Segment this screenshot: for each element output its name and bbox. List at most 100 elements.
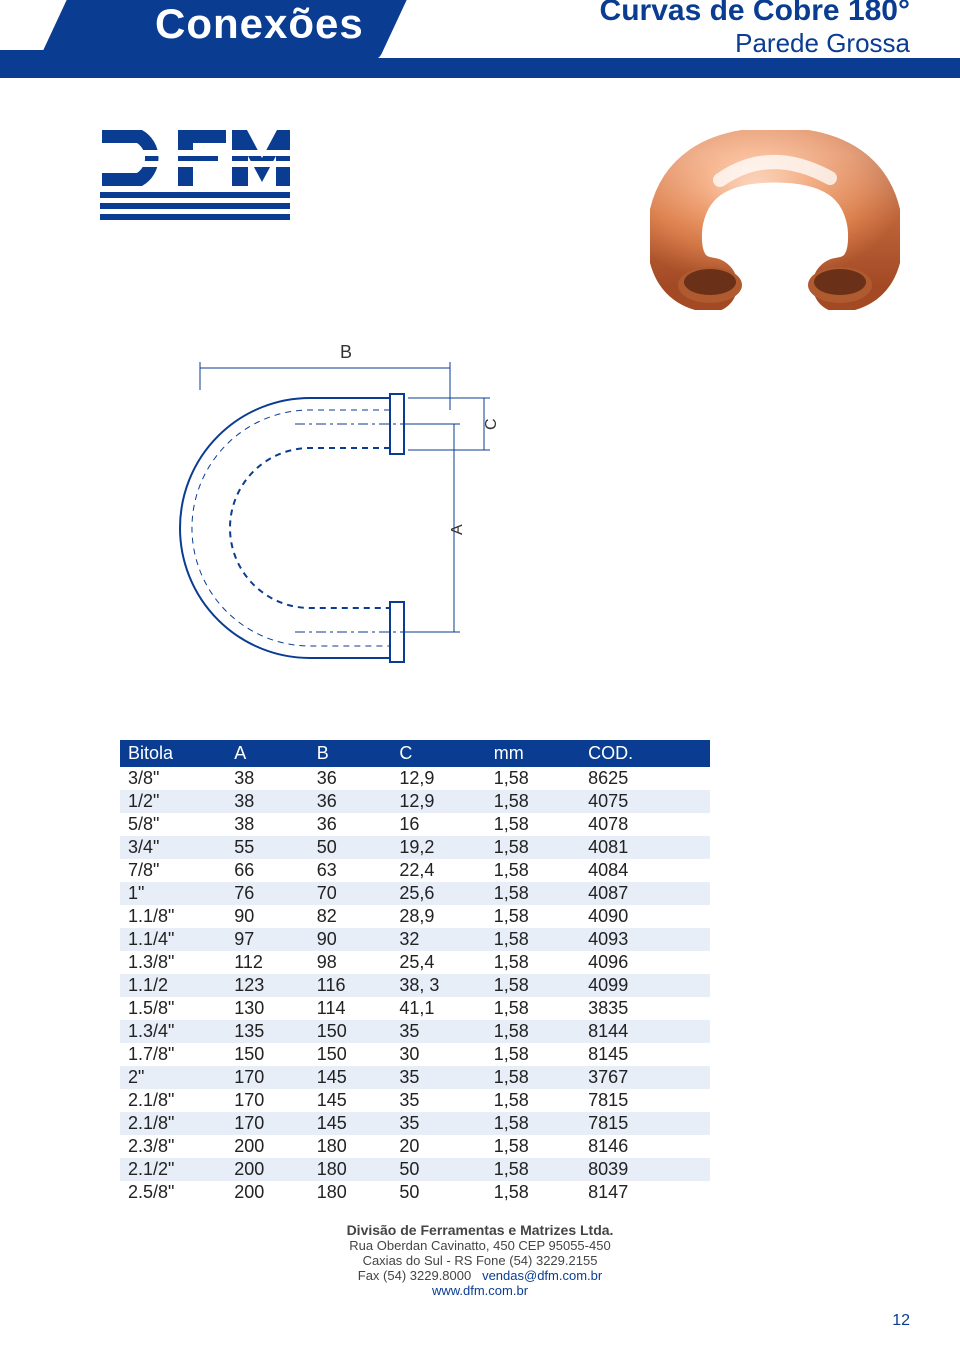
table-cell: 82 [309, 905, 392, 928]
table-row: 1.5/8"13011441,11,583835 [120, 997, 710, 1020]
table-cell: 55 [226, 836, 309, 859]
table-row: 7/8"666322,41,584084 [120, 859, 710, 882]
technical-diagram: B C A [140, 340, 520, 690]
table-cell: 7815 [580, 1089, 710, 1112]
table-row: 2.3/8"200180201,588146 [120, 1135, 710, 1158]
table-cell: 1,58 [486, 1181, 580, 1204]
table-cell: 135 [226, 1020, 309, 1043]
table-cell: 35 [391, 1112, 485, 1135]
table-cell: 1" [120, 882, 226, 905]
table-cell: 38 [226, 790, 309, 813]
table-cell: 35 [391, 1020, 485, 1043]
table-row: 2.1/8"170145351,587815 [120, 1089, 710, 1112]
table-cell: 35 [391, 1066, 485, 1089]
table-cell: 30 [391, 1043, 485, 1066]
table-cell: 2.5/8" [120, 1181, 226, 1204]
table-cell: 5/8" [120, 813, 226, 836]
table-cell: 8145 [580, 1043, 710, 1066]
table-cell: 1,58 [486, 836, 580, 859]
table-cell: 1,58 [486, 1043, 580, 1066]
table-cell: 12,9 [391, 790, 485, 813]
table-cell: 145 [309, 1089, 392, 1112]
footer: Divisão de Ferramentas e Matrizes Ltda. … [0, 1222, 960, 1298]
header-product-box: Curvas de Cobre 180° Parede Grossa [570, 0, 910, 59]
table-cell: 66 [226, 859, 309, 882]
table-cell: 170 [226, 1112, 309, 1135]
dim-label-c: C [483, 418, 500, 430]
footer-website-link[interactable]: www.dfm.com.br [432, 1283, 528, 1298]
table-cell: 50 [309, 836, 392, 859]
table-row: 1/2"383612,91,584075 [120, 790, 710, 813]
table-row: 1.1/212311638, 31,584099 [120, 974, 710, 997]
table-cell: 90 [226, 905, 309, 928]
table-cell: 1,58 [486, 813, 580, 836]
table-cell: 200 [226, 1135, 309, 1158]
table-cell: 170 [226, 1089, 309, 1112]
table-cell: 4096 [580, 951, 710, 974]
table-cell: 3/4" [120, 836, 226, 859]
footer-addr2: Caxias do Sul - RS Fone (54) 3229.2155 [0, 1253, 960, 1268]
table-cell: 1/2" [120, 790, 226, 813]
table-cell: 1,58 [486, 1158, 580, 1181]
table-row: 1.3/4"135150351,588144 [120, 1020, 710, 1043]
table-cell: 36 [309, 790, 392, 813]
table-cell: 1.3/4" [120, 1020, 226, 1043]
table-cell: 2.1/8" [120, 1089, 226, 1112]
table-cell: 19,2 [391, 836, 485, 859]
table-row: 3/4"555019,21,584081 [120, 836, 710, 859]
table-cell: 16 [391, 813, 485, 836]
table-cell: 170 [226, 1066, 309, 1089]
table-cell: 145 [309, 1066, 392, 1089]
table-cell: 50 [391, 1158, 485, 1181]
table-cell: 4093 [580, 928, 710, 951]
table-cell: 180 [309, 1181, 392, 1204]
table-cell: 1.5/8" [120, 997, 226, 1020]
table-cell: 114 [309, 997, 392, 1020]
table-cell: 4075 [580, 790, 710, 813]
table-cell: 1,58 [486, 1112, 580, 1135]
header-band [0, 58, 960, 78]
table-cell: 97 [226, 928, 309, 951]
table-cell: 1.1/4" [120, 928, 226, 951]
table-cell: 8147 [580, 1181, 710, 1204]
table-cell: 1,58 [486, 1089, 580, 1112]
table-col-header: mm [486, 740, 580, 767]
table-cell: 76 [226, 882, 309, 905]
table-cell: 1,58 [486, 1020, 580, 1043]
table-cell: 123 [226, 974, 309, 997]
footer-email-link[interactable]: vendas@dfm.com.br [482, 1268, 602, 1283]
table-cell: 4084 [580, 859, 710, 882]
table-cell: 1.7/8" [120, 1043, 226, 1066]
table-cell: 2.1/2" [120, 1158, 226, 1181]
table-cell: 98 [309, 951, 392, 974]
table-cell: 130 [226, 997, 309, 1020]
table-cell: 1,58 [486, 974, 580, 997]
table-cell: 1,58 [486, 997, 580, 1020]
table-cell: 63 [309, 859, 392, 882]
table-cell: 28,9 [391, 905, 485, 928]
table-cell: 1.1/2 [120, 974, 226, 997]
product-photo [650, 130, 900, 310]
logo-row [100, 130, 900, 310]
table-cell: 32 [391, 928, 485, 951]
dfm-logo [100, 130, 290, 220]
product-title: Curvas de Cobre 180° [570, 0, 910, 28]
table-cell: 50 [391, 1181, 485, 1204]
table-cell: 20 [391, 1135, 485, 1158]
section-title: Conexões [155, 0, 364, 48]
table-cell: 38 [226, 813, 309, 836]
table-cell: 22,4 [391, 859, 485, 882]
table-cell: 3767 [580, 1066, 710, 1089]
table-cell: 41,1 [391, 997, 485, 1020]
table-cell: 90 [309, 928, 392, 951]
table-col-header: B [309, 740, 392, 767]
table-cell: 180 [309, 1135, 392, 1158]
table-cell: 7/8" [120, 859, 226, 882]
table-cell: 70 [309, 882, 392, 905]
table-cell: 200 [226, 1181, 309, 1204]
table-cell: 1,58 [486, 882, 580, 905]
table-cell: 3835 [580, 997, 710, 1020]
table-cell: 8625 [580, 767, 710, 790]
table-cell: 1,58 [486, 905, 580, 928]
table-cell: 150 [309, 1043, 392, 1066]
